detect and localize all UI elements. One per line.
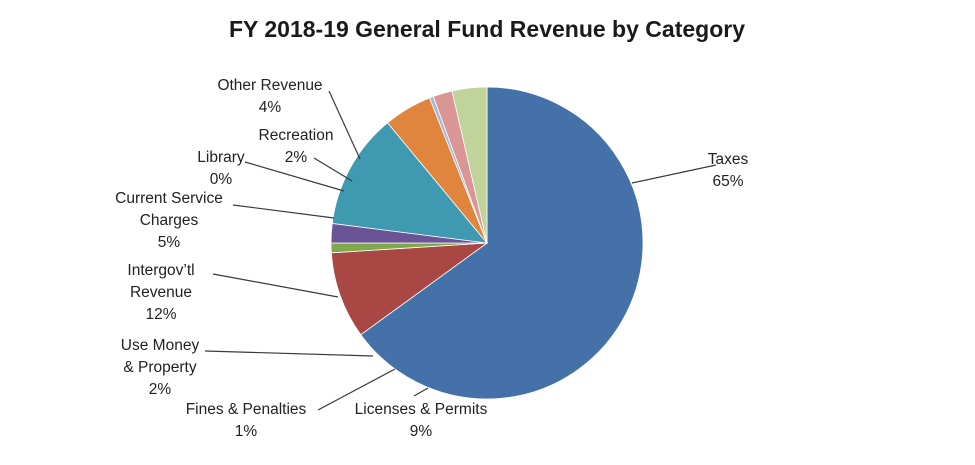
slice-label-library: Library 0% xyxy=(197,149,245,188)
leader-line-intergov-tl-revenue xyxy=(212,273,339,298)
pie-slice-other-revenue xyxy=(451,86,488,244)
leader-lines xyxy=(204,90,717,411)
slice-label-use-money-property: Use Money & Property 2% xyxy=(121,337,200,398)
slice-label-intergov-tl-revenue: Intergov’tl Revenue 12% xyxy=(127,262,194,323)
pie-slice-intergov-tl-revenue xyxy=(331,122,488,244)
leader-line-recreation xyxy=(313,157,353,182)
chart-title: FY 2018-19 General Fund Revenue by Categ… xyxy=(229,16,745,42)
leader-line-library xyxy=(244,161,345,192)
leader-line-use-money-property xyxy=(204,350,374,357)
slice-label-current-service-charges: Current Service Charges 5% xyxy=(115,190,223,251)
slice-label-other-revenue: Other Revenue 4% xyxy=(217,77,322,116)
pie-slice-licenses-permits xyxy=(330,242,489,336)
slice-label-licenses-permits: Licenses & Permits 9% xyxy=(355,401,488,440)
pie-slices xyxy=(330,86,644,400)
slice-labels: Taxes 65% Licenses & Permits 9% Fines & Pena… xyxy=(115,77,748,440)
leader-line-other-revenue xyxy=(328,90,361,160)
leader-line-current-service-charges xyxy=(232,204,335,219)
leader-line-taxes xyxy=(631,164,717,184)
slice-label-fines-penalties: Fines & Penalties 1% xyxy=(186,401,307,440)
pie-slice-taxes xyxy=(360,86,644,400)
slice-label-recreation: Recreation 2% xyxy=(259,127,334,166)
slice-label-taxes: Taxes 65% xyxy=(708,151,749,190)
leader-line-licenses-permits xyxy=(413,387,429,397)
leader-line-fines-penalties xyxy=(317,368,396,411)
